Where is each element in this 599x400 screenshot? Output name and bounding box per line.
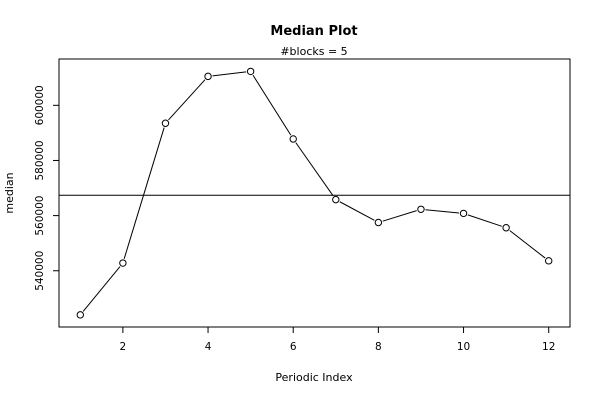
series-segment-8 (382, 210, 417, 222)
series-segment-1 (82, 266, 121, 312)
data-point-3 (161, 119, 170, 127)
x-tick-label-8: 8 (375, 341, 382, 353)
data-point-6 (289, 135, 297, 143)
data-point-11 (502, 224, 510, 232)
series-segment-5 (252, 74, 292, 136)
series-segment-11 (509, 230, 546, 259)
series-segment-7 (339, 201, 375, 221)
series-layer (76, 67, 553, 319)
x-tick-label-10: 10 (457, 341, 470, 353)
plot-area-frame (58, 58, 571, 328)
x-tick-label-2: 2 (120, 341, 127, 353)
y-tick-label-540000: 540000 (34, 251, 46, 291)
chart-subtitle: #blocks = 5 (280, 45, 347, 58)
y-tick-label-600000: 600000 (34, 85, 46, 125)
series-segment-4 (212, 71, 247, 77)
data-point-5 (246, 67, 255, 76)
series-segment-10 (467, 214, 503, 227)
chart-title: Median Plot (270, 24, 357, 39)
data-point-8 (374, 218, 383, 227)
y-axis-label: median (3, 172, 16, 213)
y-tick-label-560000: 560000 (34, 196, 46, 236)
data-point-9 (417, 205, 425, 213)
x-axis-label: Periodic Index (275, 371, 353, 384)
data-point-1 (76, 311, 84, 319)
data-point-7 (332, 195, 340, 204)
data-point-2 (119, 259, 127, 267)
series-segment-3 (168, 79, 206, 121)
series-segment-6 (295, 142, 334, 197)
x-axis: 2 4 6 8 10 12 (120, 327, 555, 353)
series-segment-2 (123, 127, 165, 259)
x-tick-label-6: 6 (290, 341, 297, 353)
data-point-12 (545, 257, 553, 265)
x-tick-label-4: 4 (205, 341, 212, 353)
data-point-10 (459, 209, 468, 218)
y-axis: 540000 560000 580000 600000 (34, 85, 59, 291)
series-segment-9 (425, 209, 460, 214)
data-point-4 (204, 72, 212, 81)
y-tick-label-580000: 580000 (34, 140, 46, 180)
x-tick-label-12: 12 (542, 341, 555, 353)
